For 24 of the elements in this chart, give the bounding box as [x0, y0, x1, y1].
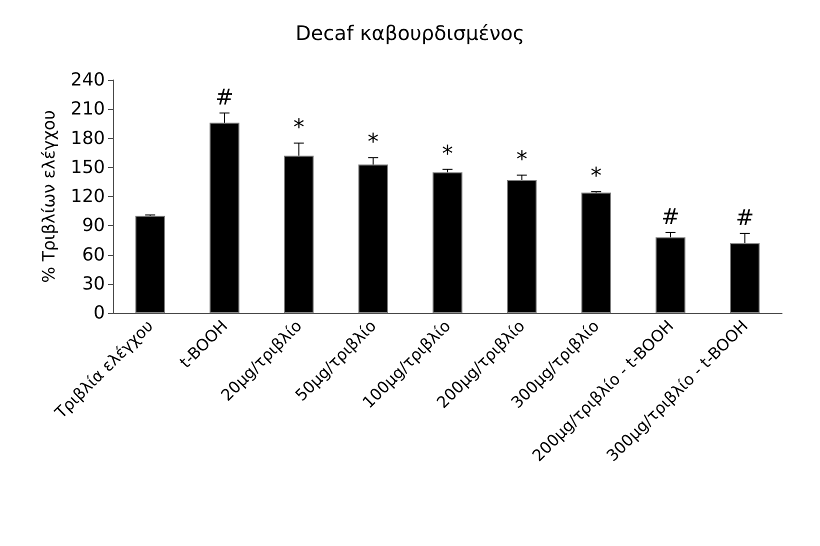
y-tick-label: 90 [82, 215, 105, 236]
y-tick-label: 60 [82, 244, 105, 266]
y-tick-label: 30 [82, 273, 105, 294]
annotation: * [442, 142, 453, 167]
y-tick-label: 180 [70, 128, 105, 149]
bar [656, 237, 686, 313]
annotation: * [368, 130, 379, 156]
bar [135, 216, 166, 313]
y-tick-label: 120 [70, 186, 105, 207]
y-tick-label: 240 [70, 70, 105, 90]
annotation: # [215, 86, 234, 111]
annotation: # [736, 206, 754, 231]
annotation: # [661, 204, 680, 230]
annotation: * [516, 148, 528, 173]
annotation: * [590, 164, 602, 190]
y-axis-title: % Τριβλίων ελέγχου [40, 110, 60, 283]
bar [432, 172, 462, 313]
annotation: * [293, 116, 304, 141]
chart-title: Decaf καβουρδισμένος [296, 21, 524, 45]
y-tick-label: 210 [70, 98, 105, 120]
y-tick-label: 150 [70, 156, 105, 178]
y-tick-label: 0 [94, 302, 105, 324]
bar [506, 180, 537, 313]
bar [581, 192, 612, 313]
